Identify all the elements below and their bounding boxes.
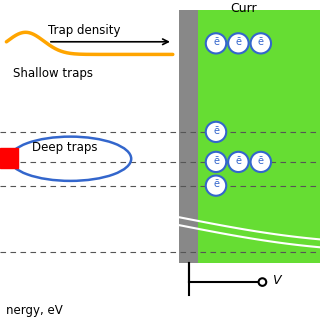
Text: Shallow traps: Shallow traps (13, 67, 93, 80)
Text: nergy, eV: nergy, eV (6, 304, 63, 317)
Circle shape (206, 33, 226, 53)
Circle shape (228, 152, 249, 172)
Text: ē: ē (213, 37, 219, 47)
Text: Deep traps: Deep traps (32, 141, 98, 154)
Circle shape (206, 122, 226, 142)
Circle shape (259, 278, 266, 286)
Circle shape (206, 175, 226, 196)
Text: ē: ē (236, 37, 241, 47)
FancyBboxPatch shape (179, 10, 198, 263)
FancyBboxPatch shape (0, 148, 18, 168)
Circle shape (228, 33, 249, 53)
Circle shape (206, 152, 226, 172)
Text: ē: ē (213, 180, 219, 189)
Text: ē: ē (213, 126, 219, 136)
Text: ē: ē (213, 156, 219, 166)
Text: Trap density: Trap density (48, 24, 121, 37)
Text: V: V (272, 274, 281, 287)
FancyBboxPatch shape (198, 10, 320, 263)
Text: ē: ē (258, 37, 264, 47)
Circle shape (251, 152, 271, 172)
Text: ē: ē (236, 156, 241, 166)
Circle shape (251, 33, 271, 53)
Text: Curr: Curr (230, 2, 257, 15)
Text: ē: ē (258, 156, 264, 166)
